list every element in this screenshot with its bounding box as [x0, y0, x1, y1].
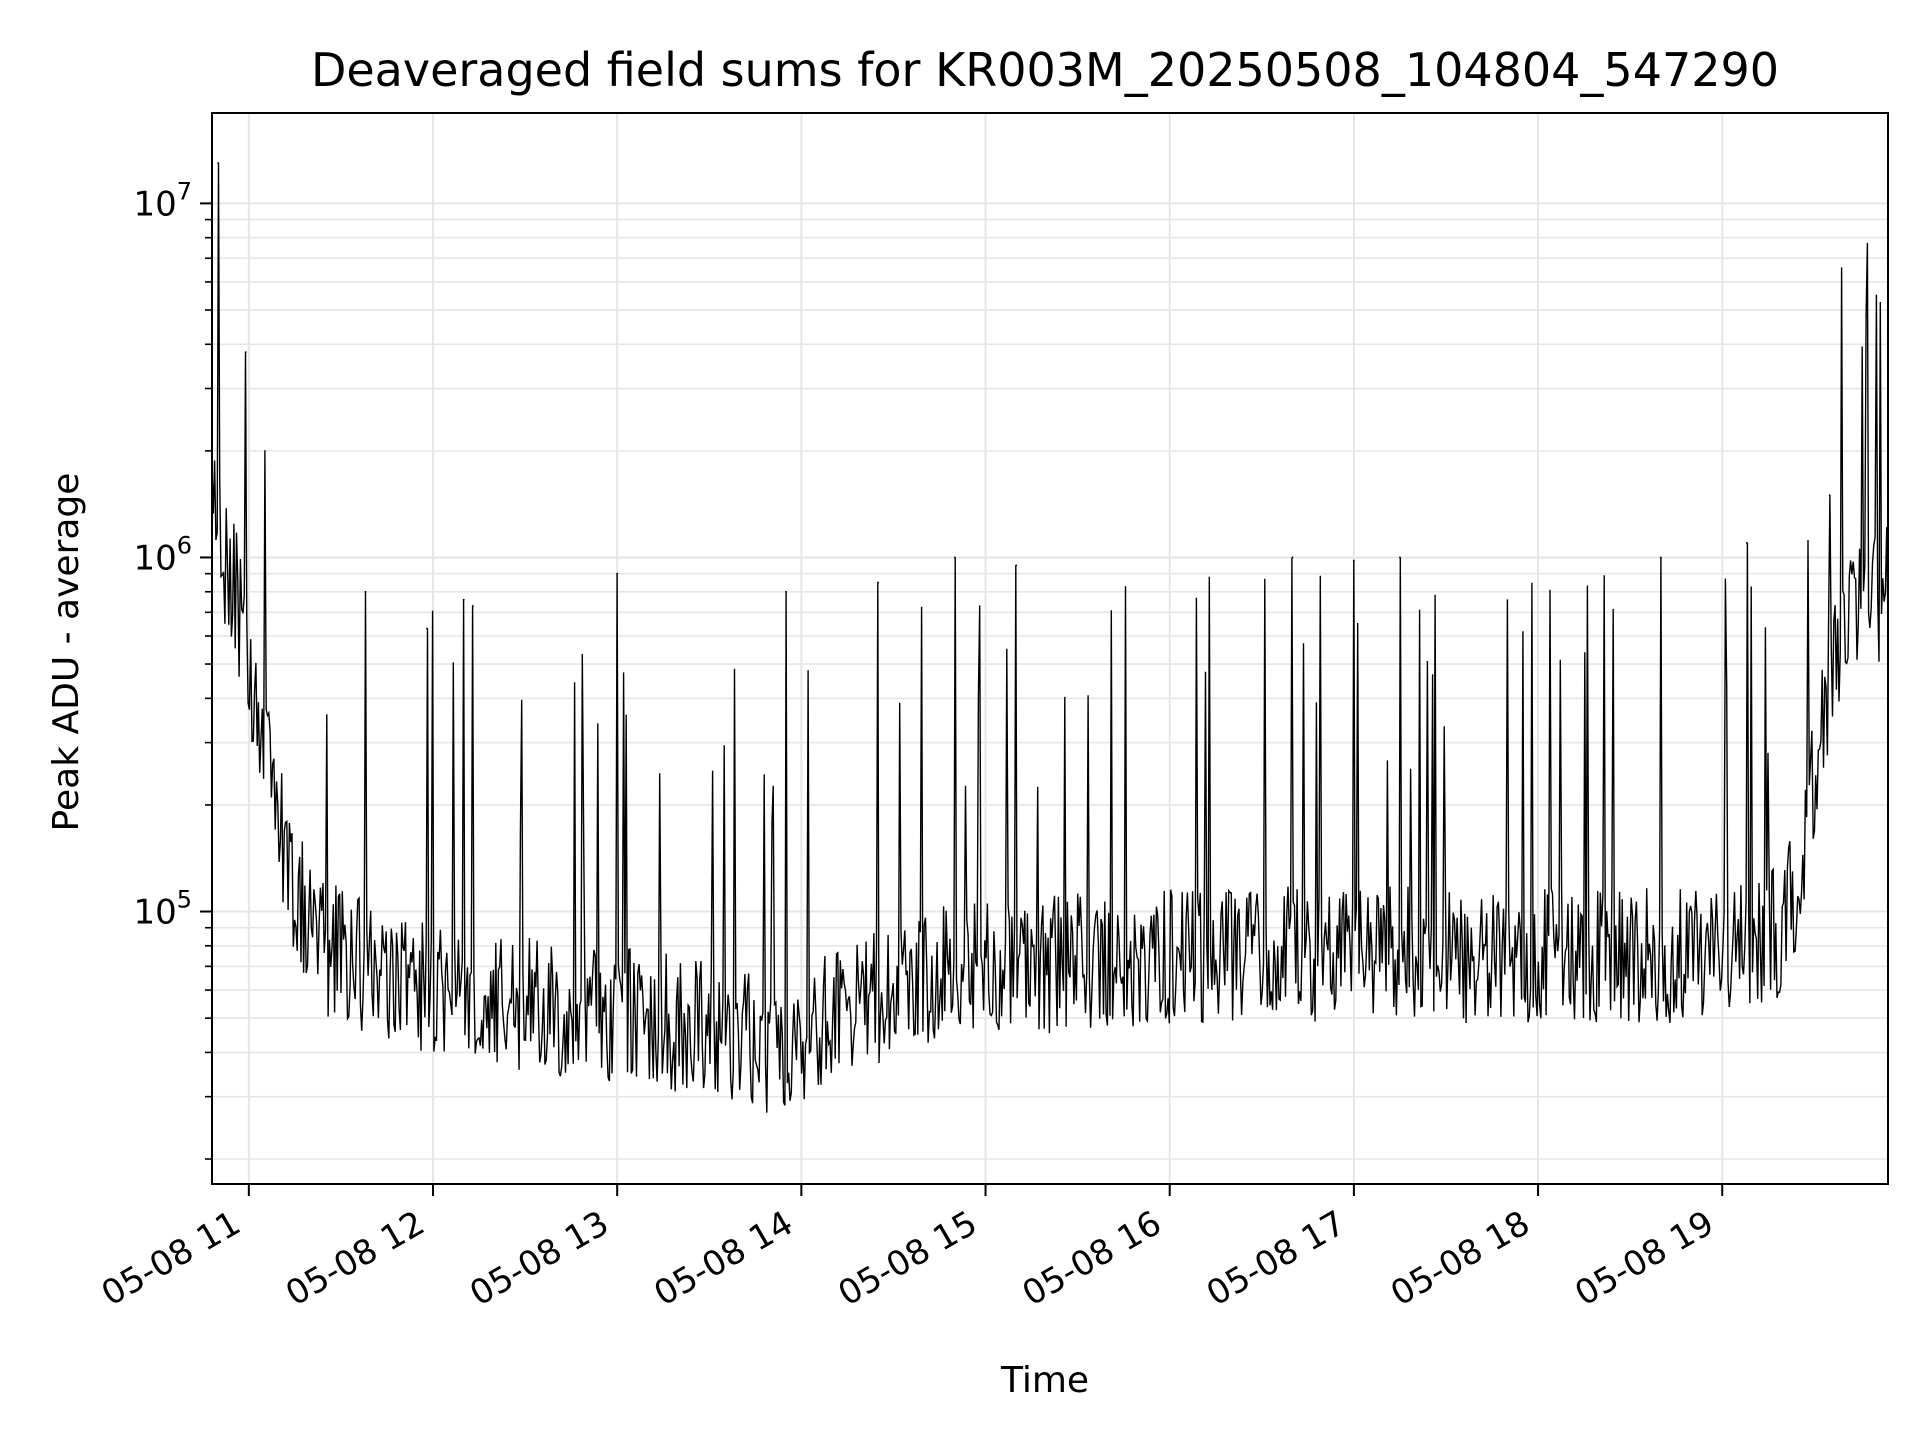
spike-point: [1352, 559, 1355, 562]
spike-point: [616, 572, 619, 575]
series-line: [211, 162, 1889, 1113]
spike-point: [953, 556, 956, 559]
spike-point: [1399, 556, 1401, 559]
plot-frame: [211, 112, 1889, 1185]
spike-point: [364, 590, 367, 593]
y-tick-label: 107: [133, 177, 192, 224]
spike-point: [1828, 494, 1831, 497]
y-axis-label: Peak ADU - average: [46, 473, 87, 832]
axes: [211, 112, 1889, 1185]
spike-point: [1865, 315, 1868, 318]
spike-point: [1659, 556, 1662, 559]
spike-point: [1291, 556, 1294, 559]
grid: [212, 113, 1888, 1184]
y-tick-label: 106: [133, 531, 192, 578]
spike-point: [217, 162, 220, 164]
spike-point: [1015, 564, 1018, 567]
series-layer: [211, 162, 1889, 1113]
spike-point: [472, 604, 474, 607]
x-axis-label: Time: [1000, 1360, 1089, 1401]
spike-point: [1745, 541, 1748, 544]
spike-point: [785, 590, 787, 593]
spike-point: [877, 581, 880, 584]
spike-point: [425, 627, 428, 630]
y-tick-label: 105: [133, 886, 192, 933]
spike-point: [244, 351, 247, 354]
spike-point: [462, 598, 465, 601]
chart-title: Deaveraged field sums for KR003M_2025050…: [311, 43, 1779, 97]
